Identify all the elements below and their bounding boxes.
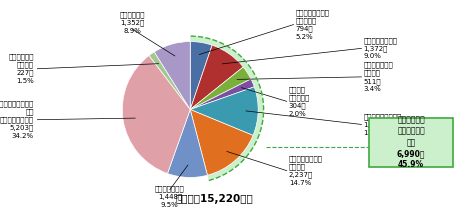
Text: 科学研究費補助金
1,372人
9.0%: 科学研究費補助金 1,372人 9.0% [364, 37, 397, 60]
Wedge shape [167, 110, 207, 177]
Text: その他の競争的資金
1,772人
11.6%: その他の競争的資金 1,772人 11.6% [364, 113, 402, 136]
Text: 競争的資金・
その他の外部
資金
6,990人
45.9%: 競争的資金・ その他の外部 資金 6,990人 45.9% [397, 116, 426, 169]
Text: グローバルＣＯＥ
プログラム
794人
5.2%: グローバルＣＯＥ プログラム 794人 5.2% [296, 9, 329, 40]
FancyBboxPatch shape [369, 118, 453, 167]
Text: 競争的資金以外の
外部資金
2,237人
14.7%: 競争的資金以外の 外部資金 2,237人 14.7% [289, 155, 323, 186]
Text: 科学技術
振興調整費
304人
2.0%: 科学技術 振興調整費 304人 2.0% [289, 86, 310, 117]
Wedge shape [190, 45, 243, 110]
Wedge shape [190, 79, 254, 110]
Wedge shape [190, 87, 258, 135]
Text: 戦略的創造研究
推進事業
511人
3.4%: 戦略的創造研究 推進事業 511人 3.4% [364, 62, 393, 92]
Wedge shape [149, 52, 190, 110]
Polygon shape [190, 36, 264, 180]
Text: 主な雇用財源
判別不可
227人
1.5%: 主な雇用財源 判別不可 227人 1.5% [8, 54, 34, 84]
Wedge shape [190, 110, 253, 175]
Text: 雇用関係なし
1,352人
8.9%: 雇用関係なし 1,352人 8.9% [120, 11, 145, 34]
Text: フェローシップ
1,448人
9.5%: フェローシップ 1,448人 9.5% [155, 185, 185, 208]
Wedge shape [154, 42, 190, 110]
Text: 運営費交付金・私学
助成
その他の自主財源
5,203人
34.2%: 運営費交付金・私学 助成 その他の自主財源 5,203人 34.2% [0, 101, 34, 139]
Wedge shape [122, 55, 190, 173]
Wedge shape [190, 42, 212, 110]
Text: 【全体：15,220人】: 【全体：15,220人】 [175, 194, 253, 204]
Wedge shape [190, 67, 251, 110]
